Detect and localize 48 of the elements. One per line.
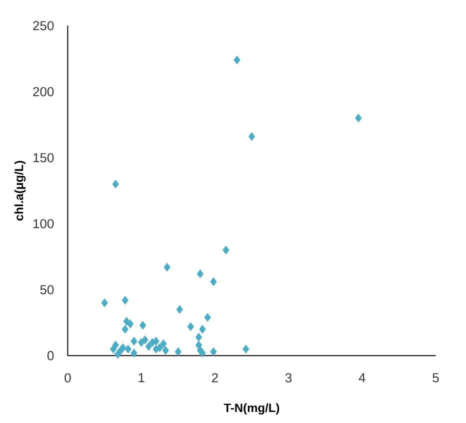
x-tick-label: 4 (358, 373, 366, 382)
point (222, 246, 230, 254)
point (196, 269, 204, 278)
point (234, 56, 240, 64)
point (355, 114, 362, 122)
point (138, 338, 145, 347)
y-tick-label: 250 (33, 21, 54, 30)
point (152, 336, 160, 346)
point (139, 320, 146, 330)
point (174, 347, 182, 356)
y-tick-label: 0 (47, 351, 54, 360)
point (242, 344, 250, 354)
point (130, 348, 138, 358)
point (204, 312, 211, 322)
point (152, 344, 160, 354)
point (210, 277, 217, 286)
point (124, 344, 132, 354)
x-tick-label: 5 (432, 373, 439, 382)
point (101, 298, 108, 308)
y-tick-label: 150 (33, 153, 54, 162)
y-tick-label: 100 (33, 219, 54, 228)
point (122, 324, 128, 334)
point (126, 320, 134, 328)
point (117, 346, 124, 355)
x-tick-label: 3 (285, 373, 292, 382)
x-tick-label: 1 (138, 373, 144, 382)
y-tick-label: 50 (40, 285, 54, 294)
point (130, 336, 138, 346)
point (142, 335, 148, 344)
x-tick-label: 2 (212, 373, 218, 382)
point (122, 296, 128, 305)
point (199, 324, 206, 334)
x-axis-title: T-N(mg/L) (224, 403, 280, 415)
point (112, 340, 119, 350)
point (187, 322, 194, 332)
point (164, 262, 170, 272)
point (145, 342, 152, 351)
point (112, 180, 119, 188)
point (248, 132, 256, 141)
point (195, 332, 202, 342)
point (199, 348, 206, 358)
point (210, 347, 217, 356)
point (160, 339, 167, 348)
point (162, 346, 169, 355)
point (176, 305, 183, 314)
y-tick-label: 200 (33, 87, 54, 96)
y-axis-title: chl.a(μg/L) (14, 160, 26, 221)
x-tick-label: 0 (64, 373, 71, 382)
